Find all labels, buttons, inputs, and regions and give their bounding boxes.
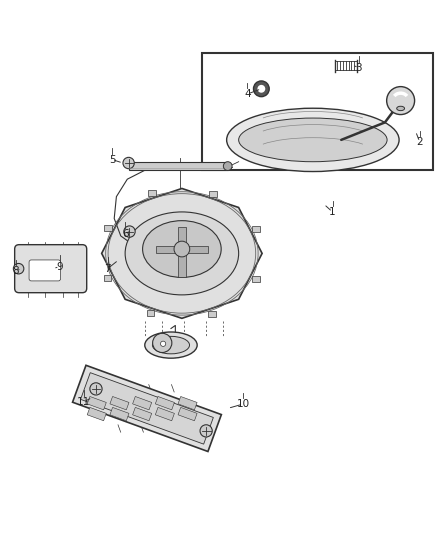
Bar: [252, 226, 260, 232]
FancyBboxPatch shape: [14, 245, 87, 293]
Polygon shape: [178, 397, 197, 410]
Ellipse shape: [226, 108, 399, 172]
Bar: [252, 276, 260, 282]
Bar: [208, 311, 216, 317]
Text: 5: 5: [109, 155, 115, 165]
Bar: [104, 225, 112, 231]
Bar: [103, 274, 111, 281]
Polygon shape: [110, 407, 129, 421]
Circle shape: [152, 333, 172, 352]
Polygon shape: [73, 365, 221, 451]
Circle shape: [254, 81, 269, 96]
Text: 10: 10: [237, 399, 250, 409]
Ellipse shape: [143, 221, 221, 277]
Bar: [201, 53, 433, 171]
Circle shape: [387, 87, 415, 115]
Text: 9: 9: [57, 262, 63, 271]
Polygon shape: [133, 397, 152, 410]
Bar: [31, 262, 58, 279]
Circle shape: [90, 383, 102, 395]
Polygon shape: [155, 397, 174, 410]
Text: 3: 3: [355, 63, 362, 73]
Ellipse shape: [152, 336, 190, 354]
Polygon shape: [102, 189, 262, 318]
Circle shape: [123, 157, 134, 169]
Text: 4: 4: [244, 89, 251, 99]
Bar: [147, 310, 155, 316]
Circle shape: [258, 85, 265, 93]
Ellipse shape: [239, 118, 387, 161]
Circle shape: [174, 241, 190, 257]
Bar: [155, 246, 208, 253]
Circle shape: [160, 341, 166, 346]
Ellipse shape: [145, 332, 197, 358]
Polygon shape: [178, 407, 197, 421]
Circle shape: [124, 226, 135, 237]
Bar: [209, 191, 217, 197]
Ellipse shape: [397, 106, 405, 111]
Text: 7: 7: [104, 264, 111, 273]
Polygon shape: [87, 407, 106, 421]
Polygon shape: [87, 397, 106, 410]
Polygon shape: [133, 407, 152, 421]
Text: 6: 6: [122, 229, 128, 239]
Text: 1: 1: [329, 207, 336, 217]
Text: 8: 8: [13, 266, 19, 276]
Bar: [129, 161, 228, 171]
Ellipse shape: [125, 212, 239, 295]
Text: 2: 2: [417, 137, 423, 147]
Bar: [177, 227, 186, 277]
Text: 11: 11: [77, 397, 90, 407]
Circle shape: [223, 161, 232, 171]
Polygon shape: [110, 397, 129, 410]
Polygon shape: [155, 407, 174, 421]
Polygon shape: [81, 373, 213, 444]
Circle shape: [200, 425, 212, 437]
Bar: [148, 190, 156, 196]
Circle shape: [13, 263, 24, 274]
FancyBboxPatch shape: [29, 260, 60, 281]
